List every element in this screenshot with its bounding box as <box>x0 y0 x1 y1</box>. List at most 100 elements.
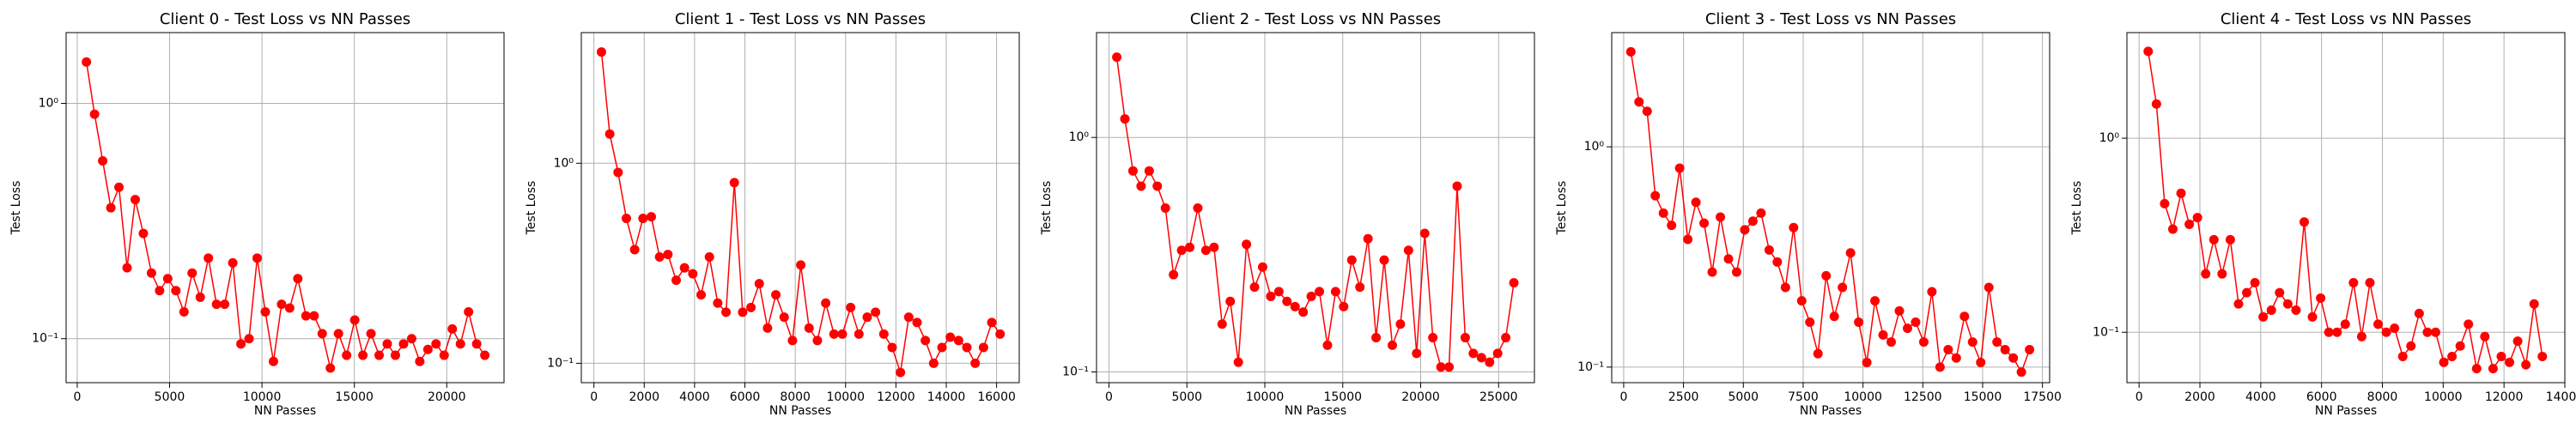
x-tick-label: 16000 <box>977 390 1016 404</box>
loss-marker <box>2291 305 2301 315</box>
loss-marker <box>1452 181 1462 191</box>
chart-title: Client 1 - Test Loss vs NN Passes <box>675 10 926 28</box>
y-axis-label: Test Loss <box>2070 181 2084 236</box>
loss-marker <box>821 298 831 308</box>
loss-marker <box>887 342 897 353</box>
loss-marker <box>2455 341 2465 351</box>
loss-marker <box>978 342 988 353</box>
loss-marker <box>1625 46 1636 57</box>
loss-marker <box>2430 327 2440 337</box>
loss-marker <box>138 228 149 239</box>
loss-marker <box>1200 245 1211 256</box>
loss-marker <box>1403 245 1413 256</box>
loss-marker <box>878 329 889 339</box>
y-tick-label: 10⁻¹ <box>32 332 58 346</box>
loss-marker <box>2176 188 2186 198</box>
chart-title: Client 3 - Test Loss vs NN Passes <box>1705 10 1956 28</box>
loss-marker <box>2275 287 2285 298</box>
loss-marker <box>2258 311 2269 322</box>
y-tick-label: 10⁰ <box>1069 130 1090 144</box>
x-tick-label: 4000 <box>2245 390 2276 404</box>
loss-marker <box>1805 317 1815 327</box>
loss-marker <box>970 358 981 368</box>
loss-marker <box>1395 319 1406 329</box>
loss-marker <box>688 269 698 279</box>
loss-marker <box>2406 341 2416 351</box>
loss-marker <box>1257 262 1267 272</box>
loss-marker <box>1387 340 1397 350</box>
loss-marker <box>920 335 931 346</box>
loss-marker <box>1821 270 1832 281</box>
loss-marker <box>1476 353 1486 363</box>
loss-marker <box>2505 357 2515 367</box>
loss-marker <box>621 214 631 224</box>
chart-title: Client 2 - Test Loss vs NN Passes <box>1190 10 1441 28</box>
loss-marker <box>2167 224 2178 234</box>
loss-marker <box>106 202 116 213</box>
loss-marker <box>1492 348 1503 359</box>
loss-marker <box>762 323 773 333</box>
loss-marker <box>1436 362 1446 372</box>
loss-marker <box>2143 46 2154 57</box>
loss-marker <box>471 339 482 349</box>
loss-marker <box>2464 319 2474 329</box>
loss-marker <box>1290 301 1300 311</box>
loss-marker <box>1330 287 1340 297</box>
loss-marker <box>447 323 458 334</box>
loss-marker <box>729 178 739 188</box>
loss-marker <box>252 253 263 263</box>
loss-marker <box>122 263 132 273</box>
loss-marker <box>1460 333 1470 343</box>
loss-marker <box>358 350 368 360</box>
loss-marker <box>1509 278 1519 288</box>
loss-marker <box>1322 340 1333 350</box>
x-tick-label: 14000 <box>2546 390 2576 404</box>
loss-marker <box>1984 282 1994 293</box>
loss-marker <box>244 334 254 344</box>
loss-marker <box>1976 357 1986 367</box>
loss-marker <box>1127 166 1138 176</box>
x-tick-label: 0 <box>1105 390 1113 404</box>
loss-marker <box>276 299 287 310</box>
loss-marker <box>646 212 656 222</box>
loss-marker <box>146 268 156 278</box>
loss-marker <box>1120 114 1130 124</box>
loss-marker <box>398 339 409 349</box>
loss-marker <box>1927 287 1937 297</box>
loss-marker <box>995 329 1005 339</box>
loss-marker <box>937 342 947 353</box>
axes-frame <box>2126 32 2566 384</box>
loss-marker <box>1789 222 1799 233</box>
x-axis-label: NN Passes <box>769 404 831 418</box>
loss-marker <box>309 311 319 321</box>
loss-marker <box>1943 345 1953 355</box>
loss-marker <box>804 323 814 333</box>
y-tick-label: 10⁰ <box>39 97 59 111</box>
loss-marker <box>464 306 474 317</box>
loss-marker <box>953 335 963 346</box>
loss-marker <box>1355 282 1365 293</box>
loss-marker <box>1152 181 1163 191</box>
loss-marker <box>431 339 441 349</box>
loss-marker <box>854 329 864 339</box>
loss-marker <box>638 214 648 224</box>
chart-title: Client 0 - Test Loss vs NN Passes <box>160 10 410 28</box>
loss-marker <box>366 329 376 339</box>
loss-marker <box>268 356 278 366</box>
loss-marker <box>374 350 385 360</box>
x-tick-label: 0 <box>2136 390 2143 404</box>
loss-marker <box>2496 352 2506 362</box>
loss-marker <box>2521 360 2531 370</box>
loss-marker <box>1273 287 1284 297</box>
loss-marker <box>2208 234 2219 245</box>
y-tick-label: 10⁰ <box>1584 140 1605 154</box>
loss-marker <box>1233 357 1243 367</box>
loss-marker <box>2480 331 2490 341</box>
loss-marker <box>629 245 640 255</box>
loss-marker <box>171 286 181 296</box>
loss-marker <box>2201 269 2211 279</box>
loss-marker <box>796 260 806 270</box>
loss-marker <box>1169 269 1179 280</box>
loss-marker <box>2447 352 2458 362</box>
loss-marker <box>1886 337 1897 347</box>
